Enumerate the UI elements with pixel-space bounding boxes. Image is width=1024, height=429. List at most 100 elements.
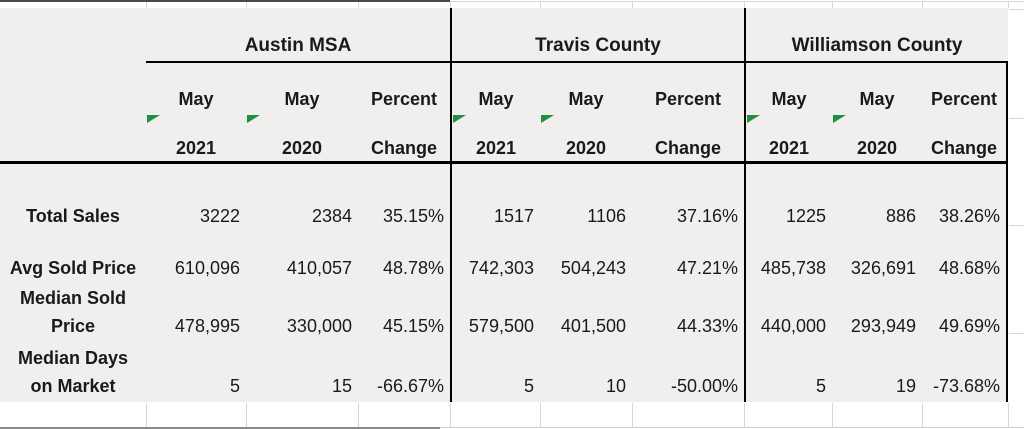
worksheet-gridline [832, 2, 833, 8]
header-line: Percent [370, 89, 438, 109]
worksheet-gridline [358, 403, 359, 427]
header-line: May [178, 89, 214, 109]
value-cell[interactable]: 326,691 [850, 258, 916, 278]
header-line: Percent [654, 89, 722, 109]
value-cell[interactable]: 10 [605, 376, 626, 396]
value-cell[interactable]: 19 [895, 376, 916, 396]
worksheet-gridline [1009, 9, 1024, 10]
row-label-line: Avg Sold Price [9, 258, 137, 278]
header-travis-may-2021[interactable]: May 2021 [450, 63, 540, 164]
value-cell[interactable]: 610,096 [174, 258, 240, 278]
section-title-travis-county[interactable]: Travis County [450, 8, 744, 63]
section-title-austin-msa[interactable]: Austin MSA [146, 8, 450, 63]
header-line: Change [930, 138, 997, 158]
value-cell[interactable]: 44.33% [676, 316, 738, 336]
value-cell[interactable]: 410,057 [286, 258, 352, 278]
value-cell[interactable]: 742,303 [450, 232, 540, 284]
value-cell[interactable]: 15 [331, 376, 352, 396]
header-corner-cell[interactable] [0, 63, 146, 164]
worksheet-gridline [0, 427, 1024, 428]
header-austin-may-2020[interactable]: May 2020 [246, 63, 358, 164]
value-cell[interactable]: 38.26% [922, 164, 1008, 232]
error-indicator-icon [541, 115, 554, 123]
error-indicator-icon [247, 115, 260, 123]
row-label-line: Median Sold [19, 288, 126, 308]
value-cell[interactable]: 886 [885, 206, 916, 226]
value-cell[interactable]: 48.68% [922, 232, 1008, 284]
section-title-label: Travis County [535, 35, 661, 56]
header-line: 2020 [856, 138, 898, 158]
header-line: May [771, 89, 807, 109]
value-cell[interactable]: 579,500 [450, 284, 540, 342]
worksheet-gridline [540, 403, 541, 427]
worksheet-gridline [146, 403, 147, 427]
value-cell[interactable]: -73.68% [922, 342, 1008, 402]
worksheet-gridline [358, 2, 359, 8]
error-indicator-icon [833, 115, 846, 123]
value-cell[interactable]: 3222 [199, 206, 240, 226]
section-title-williamson-county[interactable]: Williamson County [744, 8, 1008, 63]
row-label-total-sales[interactable]: Total Sales [0, 164, 146, 232]
value-cell[interactable]: 485,738 [744, 232, 832, 284]
worksheet-gridline [1009, 333, 1024, 334]
value-cell[interactable]: 1517 [450, 164, 540, 232]
value-cell[interactable]: 504,243 [560, 258, 626, 278]
header-travis-may-2020[interactable]: May 2020 [540, 63, 632, 164]
value-cell[interactable]: 440,000 [744, 284, 832, 342]
row-label-line: Median Days [17, 348, 129, 368]
worksheet-gridline [744, 403, 745, 427]
value-cell[interactable]: 5 [450, 342, 540, 402]
section-title-label: Williamson County [791, 35, 963, 56]
header-line: 2021 [475, 138, 517, 158]
row-label-avg-sold-price[interactable]: Avg Sold Price [0, 232, 146, 284]
header-line: Change [654, 138, 721, 158]
worksheet-gridline [1008, 403, 1009, 427]
value-cell[interactable]: 293,949 [850, 316, 916, 336]
header-line: 2021 [175, 138, 217, 158]
worksheet-gridline [450, 2, 451, 8]
header-line: May [859, 89, 895, 109]
error-indicator-icon [747, 115, 760, 123]
row-label-line: Price [50, 316, 96, 336]
header-williamson-may-2020[interactable]: May 2020 [832, 63, 922, 164]
worksheet-gridline [540, 2, 541, 8]
worksheet-gridline [922, 2, 923, 8]
worksheet-gridline [744, 2, 745, 8]
value-cell[interactable]: 1106 [587, 206, 626, 226]
value-cell[interactable]: 37.16% [676, 206, 738, 226]
value-cell[interactable]: 49.69% [922, 284, 1008, 342]
error-indicator-icon [453, 115, 466, 123]
worksheet-gridline [246, 2, 247, 8]
worksheet-gridline [832, 403, 833, 427]
value-cell[interactable]: 2384 [311, 206, 352, 226]
value-cell[interactable]: 5 [744, 342, 832, 402]
value-cell[interactable]: 401,500 [560, 316, 626, 336]
header-williamson-percent-change[interactable]: Percent Change [922, 63, 1008, 164]
header-line: Percent [930, 89, 998, 109]
row-label-median-sold-price[interactable]: Median Sold Price [0, 284, 146, 342]
header-williamson-may-2021[interactable]: May 2021 [744, 63, 832, 164]
value-cell[interactable]: 478,995 [174, 316, 240, 336]
worksheet-gridline [922, 403, 923, 427]
error-indicator-icon [147, 115, 160, 123]
value-cell[interactable]: 45.15% [382, 316, 444, 336]
header-austin-may-2021[interactable]: May 2021 [146, 63, 246, 164]
value-cell[interactable]: -50.00% [670, 376, 738, 396]
row-label-median-days-on-market[interactable]: Median Days on Market [0, 342, 146, 402]
worksheet-gridline [146, 2, 147, 8]
row-label-line: Total Sales [26, 206, 120, 226]
value-cell[interactable]: 330,000 [286, 316, 352, 336]
corner-cell[interactable] [0, 8, 146, 63]
header-line: May [284, 89, 320, 109]
value-cell[interactable]: 35.15% [382, 206, 444, 226]
value-cell[interactable]: 47.21% [676, 258, 738, 278]
value-cell[interactable]: -66.67% [376, 376, 444, 396]
value-cell[interactable]: 5 [229, 376, 240, 396]
worksheet-gridline [632, 2, 633, 8]
header-travis-percent-change[interactable]: Percent Change [632, 63, 744, 164]
header-austin-percent-change[interactable]: Percent Change [358, 63, 450, 164]
value-cell[interactable]: 48.78% [382, 258, 444, 278]
value-cell[interactable]: 1225 [744, 164, 832, 232]
header-line: 2020 [281, 138, 323, 158]
